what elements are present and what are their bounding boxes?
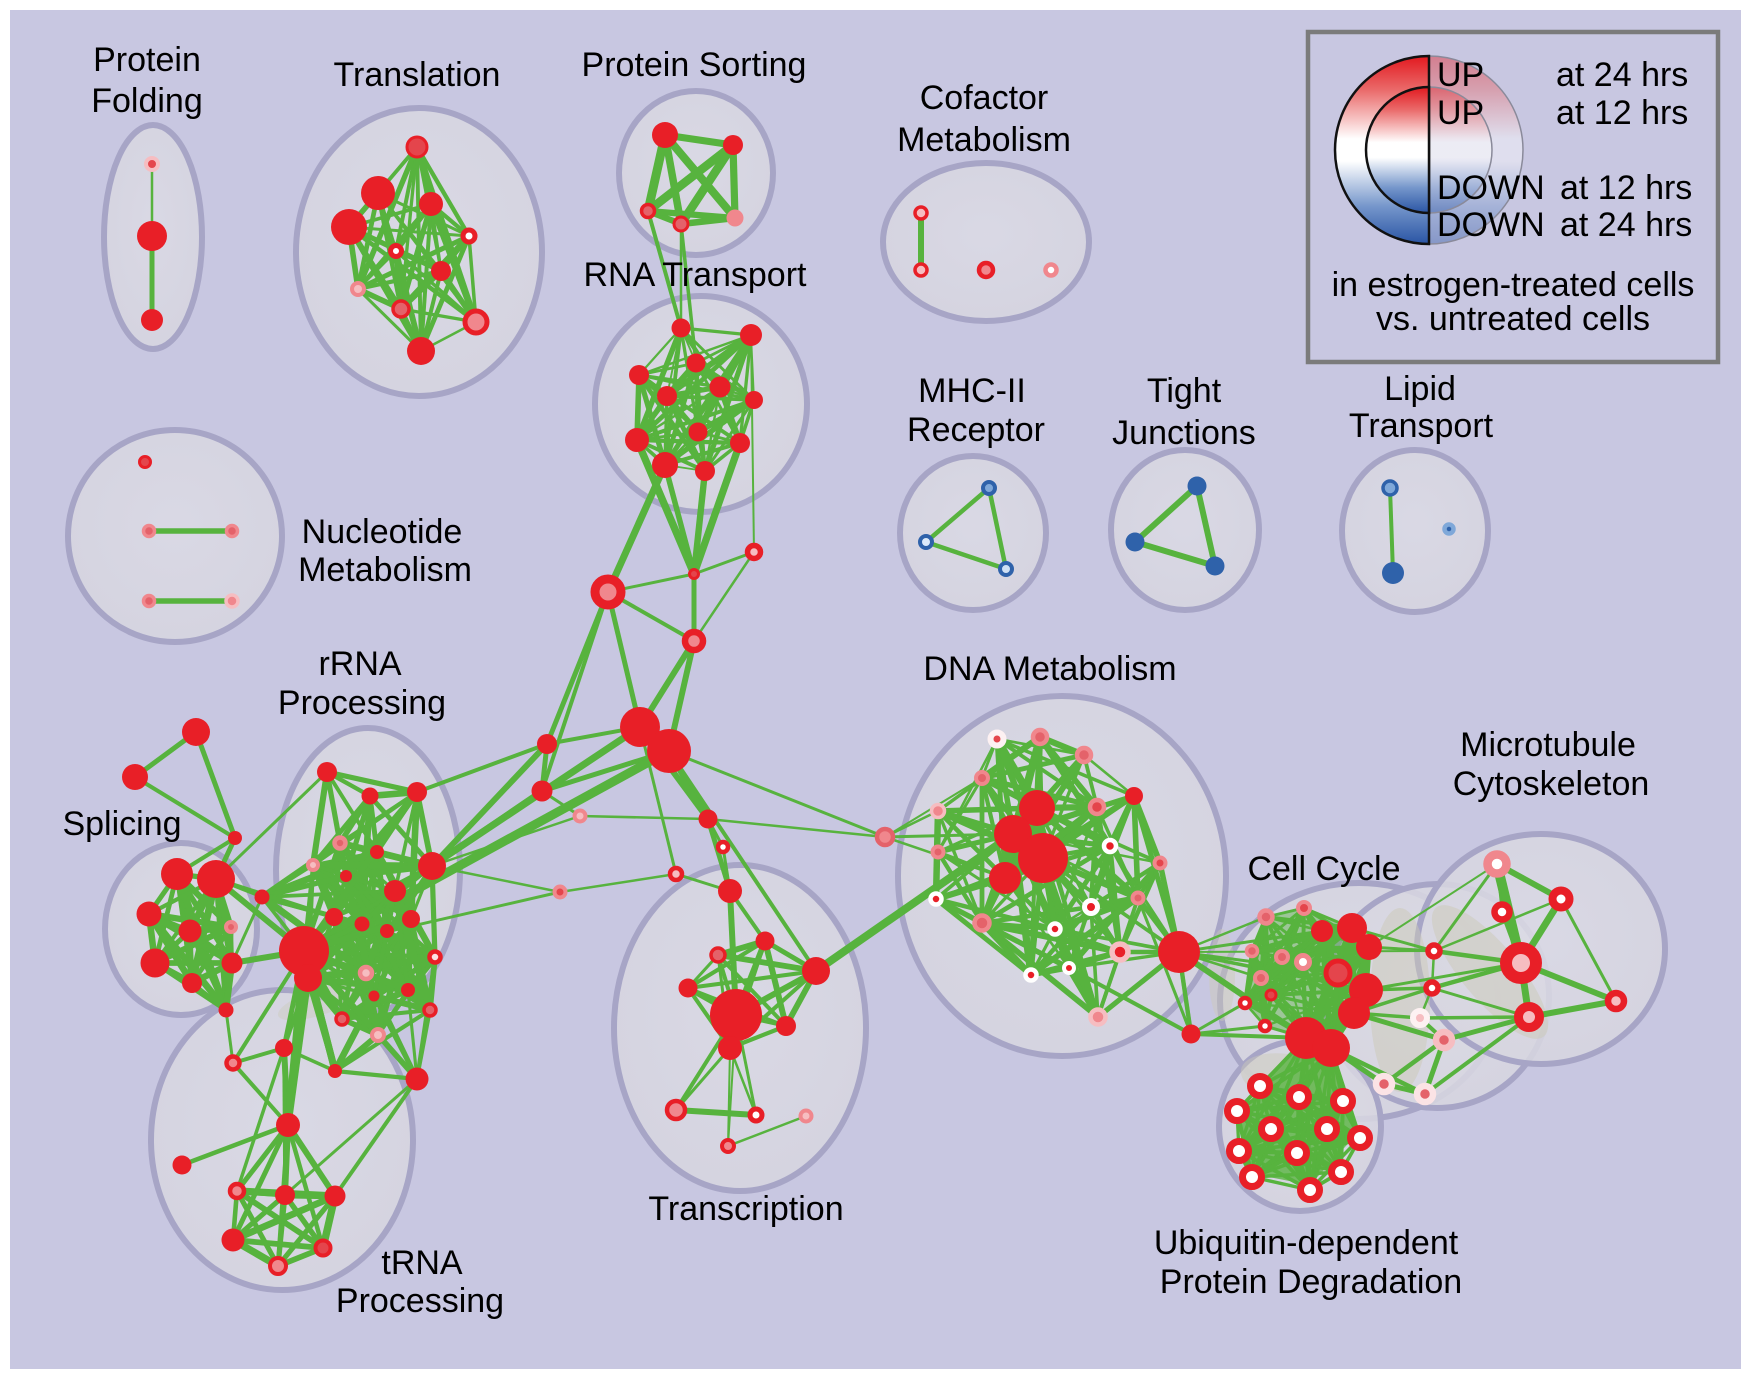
svg-text:Nucleotide: Nucleotide [302, 513, 463, 551]
svg-text:Ubiquitin-dependent: Ubiquitin-dependent [1154, 1224, 1459, 1262]
svg-text:UP: UP [1437, 56, 1484, 94]
svg-text:tRNA: tRNA [381, 1244, 463, 1282]
svg-text:Protein Sorting: Protein Sorting [582, 46, 807, 84]
svg-text:rRNA: rRNA [318, 645, 401, 683]
svg-text:Translation: Translation [334, 56, 501, 94]
svg-text:Protein Degradation: Protein Degradation [1160, 1263, 1462, 1301]
svg-text:in estrogen-treated cells: in estrogen-treated cells [1332, 266, 1695, 304]
svg-text:Folding: Folding [91, 82, 203, 120]
svg-text:Microtubule: Microtubule [1460, 726, 1636, 764]
svg-text:MHC-II: MHC-II [918, 372, 1026, 410]
svg-text:at 24 hrs: at 24 hrs [1556, 56, 1688, 94]
svg-text:Splicing: Splicing [62, 805, 181, 843]
svg-text:Transcription: Transcription [648, 1190, 843, 1228]
svg-text:Cofactor: Cofactor [920, 79, 1049, 117]
svg-text:Junctions: Junctions [1112, 414, 1256, 452]
svg-text:Transport: Transport [1349, 407, 1494, 445]
svg-text:RNA Transport: RNA Transport [584, 256, 808, 294]
svg-text:Processing: Processing [278, 684, 446, 722]
svg-text:at 24 hrs: at 24 hrs [1560, 206, 1692, 244]
svg-text:at 12 hrs: at 12 hrs [1556, 94, 1688, 132]
svg-text:UP: UP [1437, 94, 1484, 132]
svg-text:DOWN: DOWN [1437, 169, 1545, 207]
svg-text:DOWN: DOWN [1437, 206, 1545, 244]
svg-text:Processing: Processing [336, 1282, 504, 1320]
svg-text:Cytoskeleton: Cytoskeleton [1453, 765, 1650, 803]
svg-text:Receptor: Receptor [907, 411, 1045, 449]
svg-text:Cell Cycle: Cell Cycle [1247, 850, 1400, 888]
svg-text:Metabolism: Metabolism [298, 551, 472, 589]
svg-text:vs. untreated cells: vs. untreated cells [1376, 300, 1650, 338]
svg-text:Tight: Tight [1147, 372, 1222, 410]
svg-text:Lipid: Lipid [1384, 370, 1456, 408]
svg-text:DNA Metabolism: DNA Metabolism [923, 650, 1176, 688]
svg-text:Protein: Protein [93, 41, 201, 79]
svg-text:Metabolism: Metabolism [897, 121, 1071, 159]
svg-text:at 12 hrs: at 12 hrs [1560, 169, 1692, 207]
